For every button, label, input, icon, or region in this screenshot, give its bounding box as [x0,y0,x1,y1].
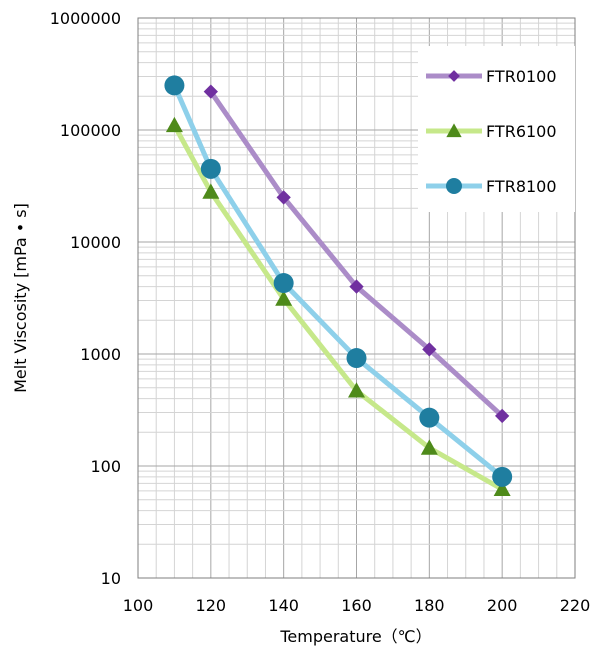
x-tick-label: 100 [123,596,154,615]
data-point [349,279,364,294]
legend-item: FTR0100 [426,67,557,86]
data-point [419,407,440,428]
legend-marker [446,178,462,194]
legend-marker [448,70,460,82]
data-point [495,408,510,424]
data-point [165,116,183,133]
plot-area-border [137,17,576,579]
y-axis-title: Melt Viscosity [mPa • s] [11,203,30,393]
series-line [171,82,505,480]
data-point [164,75,185,96]
legend-item: FTR6100 [426,122,557,141]
data-point [420,439,438,455]
y-tick-label: 100000 [60,121,121,140]
y-tick-label: 10 [101,569,121,588]
y-tick-label: 100 [90,457,121,476]
legend-label: FTR0100 [486,67,557,86]
x-axis-title: Temperature（℃） [279,627,431,646]
data-point [346,348,367,369]
y-tick-label: 10000 [70,233,121,252]
grid-lines [137,18,576,579]
x-tick-label: 200 [487,596,518,615]
legend-label: FTR8100 [486,177,557,196]
x-tick-label: 120 [196,596,227,615]
data-point [200,158,221,179]
data-point [275,290,293,306]
x-tick-label: 220 [560,596,591,615]
series-line [171,122,505,492]
data-point [422,342,437,357]
tick-labels: 100 120 140 160 180 200 2201010010001000010000… [50,9,591,615]
x-tick-label: 160 [341,596,372,615]
legend-item: FTR8100 [426,177,557,196]
data-point [202,183,220,199]
data-point [203,84,218,99]
y-tick-label: 1000 [80,345,121,364]
data-point [273,273,294,294]
series-layer [164,75,513,497]
data-point [492,466,513,487]
data-point [348,382,365,398]
series-FTR0100 [203,84,510,424]
x-tick-label: 140 [268,596,299,615]
y-tick-label: 1000000 [50,9,121,28]
legend-label: FTR6100 [486,122,557,141]
series-FTR8100 [164,75,513,487]
legend-marker [446,123,462,138]
series-FTR6100 [165,116,511,497]
data-point [493,480,511,497]
legend: FTR0100 FTR6100 FTR8100 [418,46,575,212]
data-point [276,190,291,205]
x-tick-label: 180 [414,596,445,615]
